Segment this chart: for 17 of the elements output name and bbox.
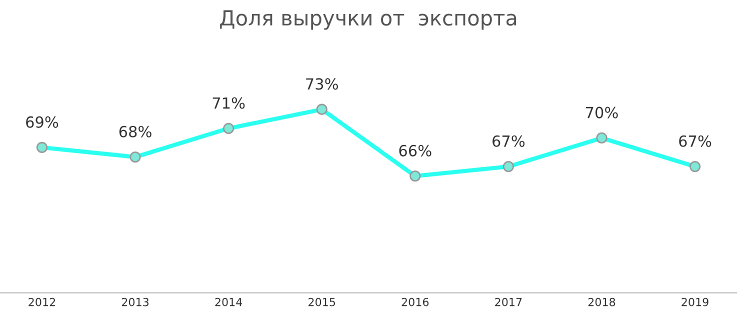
- x-tick-label: 2019: [682, 298, 708, 306]
- data-label: 71%: [212, 97, 245, 109]
- x-tick-label: 2018: [588, 298, 616, 306]
- data-label: 67%: [679, 135, 712, 147]
- data-label: 68%: [119, 126, 152, 138]
- x-tick-label: 2017: [495, 298, 522, 306]
- data-label: 73%: [306, 78, 338, 90]
- x-tick-label: 2015: [308, 298, 336, 306]
- x-tick-label: 2012: [28, 298, 56, 306]
- data-label: 67%: [492, 135, 525, 147]
- data-label: 66%: [399, 144, 432, 156]
- data-label: 70%: [586, 106, 618, 118]
- x-tick-label: 2013: [122, 298, 149, 306]
- data-label: 69%: [26, 116, 58, 128]
- x-tick-label: 2016: [402, 298, 429, 306]
- chart-title: Доля выручки от экспорта: [220, 10, 516, 30]
- x-tick-label: 2014: [215, 298, 242, 306]
